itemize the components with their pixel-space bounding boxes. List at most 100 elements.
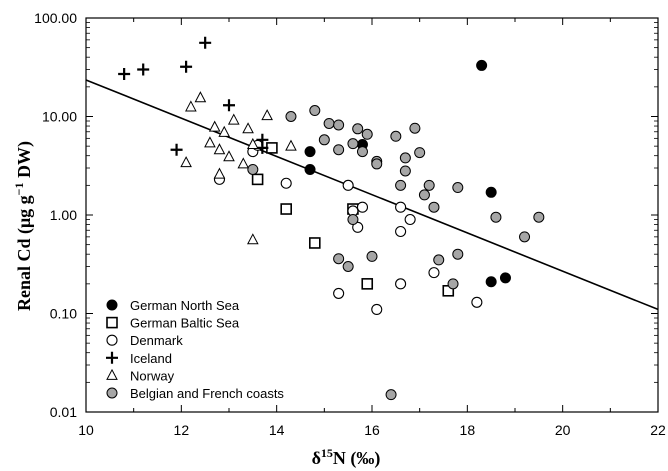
data-point: [218, 125, 231, 137]
data-point: [309, 105, 321, 117]
data-point: [308, 237, 321, 249]
data-point: [404, 213, 416, 226]
plot-area: 10 12 14 16 18 20 22 0.01 0.10 1.00 10.00 100.00: [34, 10, 666, 438]
x-axis-title: δ15N (‰): [312, 446, 381, 469]
data-point: [361, 128, 373, 140]
data-point: [390, 130, 402, 142]
data-point: [418, 189, 430, 201]
data-point: [137, 63, 150, 76]
data-point: [452, 182, 464, 194]
data-point: [251, 173, 264, 186]
data-point: [304, 163, 316, 175]
data-point: [199, 36, 212, 49]
data-point: [223, 150, 235, 162]
data-point: [428, 201, 440, 213]
x-tick-label: 16: [364, 422, 380, 438]
data-point: [333, 119, 345, 131]
x-tick-label: 12: [174, 422, 190, 438]
legend-marker: [106, 368, 118, 380]
series-iceland: [118, 36, 269, 156]
y-tick-label: 10.00: [42, 109, 77, 125]
series-norway: [180, 91, 297, 245]
data-point: [318, 134, 330, 146]
data-point: [356, 146, 368, 158]
data-point: [452, 248, 464, 260]
data-point: [366, 250, 378, 262]
data-point: [204, 136, 216, 148]
y-tick-label: 1.00: [50, 207, 77, 223]
data-point: [371, 158, 383, 170]
axis-ticks: [85, 17, 659, 413]
data-point: [371, 303, 383, 315]
data-point: [280, 177, 292, 189]
legend-label: Iceland: [130, 351, 172, 366]
legend-marker: [106, 351, 118, 364]
data-point: [395, 225, 407, 238]
legend-label: Denmark: [130, 333, 183, 348]
data-point: [433, 254, 445, 266]
data-point: [414, 147, 426, 159]
data-point: [447, 278, 459, 290]
y-axis-title: Renal Cd (μg g−1 DW): [12, 141, 35, 311]
data-point: [399, 152, 411, 164]
data-point: [333, 253, 345, 265]
data-point: [342, 179, 354, 191]
data-point: [237, 157, 250, 169]
data-point: [356, 201, 369, 213]
data-point: [304, 146, 316, 158]
data-point: [519, 231, 531, 243]
data-point: [213, 167, 226, 179]
data-point: [395, 179, 407, 191]
regression-line: [85, 79, 659, 311]
legend: German North Sea German Baltic Sea Denmark…: [106, 298, 284, 401]
data-point: [333, 287, 345, 299]
data-point: [285, 111, 297, 122]
data-point: [227, 113, 240, 125]
data-point: [347, 214, 359, 226]
legend-marker: [106, 334, 118, 346]
data-point: [261, 109, 273, 121]
data-point: [333, 144, 345, 156]
data-point: [256, 141, 269, 154]
data-point: [247, 233, 259, 245]
data-points: [118, 36, 545, 401]
data-point: [247, 137, 259, 149]
data-point: [352, 221, 364, 233]
data-point: [285, 139, 297, 151]
data-point: [395, 201, 407, 213]
data-point: [247, 163, 259, 175]
legend-label: German Baltic Sea: [130, 316, 240, 331]
data-point: [118, 68, 131, 81]
data-point: [399, 165, 411, 177]
data-point: [170, 143, 183, 156]
series-denmark: [213, 139, 483, 315]
data-point: [213, 143, 226, 155]
data-point: [342, 261, 354, 273]
data-point: [409, 122, 421, 134]
legend-label: German North Sea: [130, 298, 240, 313]
x-tick-label: 20: [555, 422, 571, 438]
data-point: [423, 179, 435, 191]
x-tick-label: 22: [650, 422, 666, 438]
series-belgian-and-french-coasts: [247, 105, 545, 401]
data-point: [428, 267, 440, 279]
y-tick-label: 0.01: [50, 404, 77, 420]
data-point: [194, 91, 207, 103]
y-tick-label: 100.00: [34, 10, 77, 26]
data-point: [361, 278, 374, 290]
data-point: [385, 389, 397, 401]
data-point: [185, 100, 197, 112]
data-point: [242, 122, 254, 134]
x-tick-label: 10: [78, 422, 94, 438]
data-point: [395, 278, 407, 290]
y-tick-label: 0.10: [50, 306, 77, 322]
x-tick-label: 14: [269, 422, 285, 438]
data-point: [471, 296, 483, 308]
legend-label: Norway: [130, 368, 175, 383]
data-point: [280, 203, 293, 215]
x-tick-labels: 10 12 14 16 18 20 22: [78, 422, 666, 438]
data-point: [208, 120, 221, 132]
data-point: [223, 99, 235, 112]
data-point: [180, 156, 192, 168]
